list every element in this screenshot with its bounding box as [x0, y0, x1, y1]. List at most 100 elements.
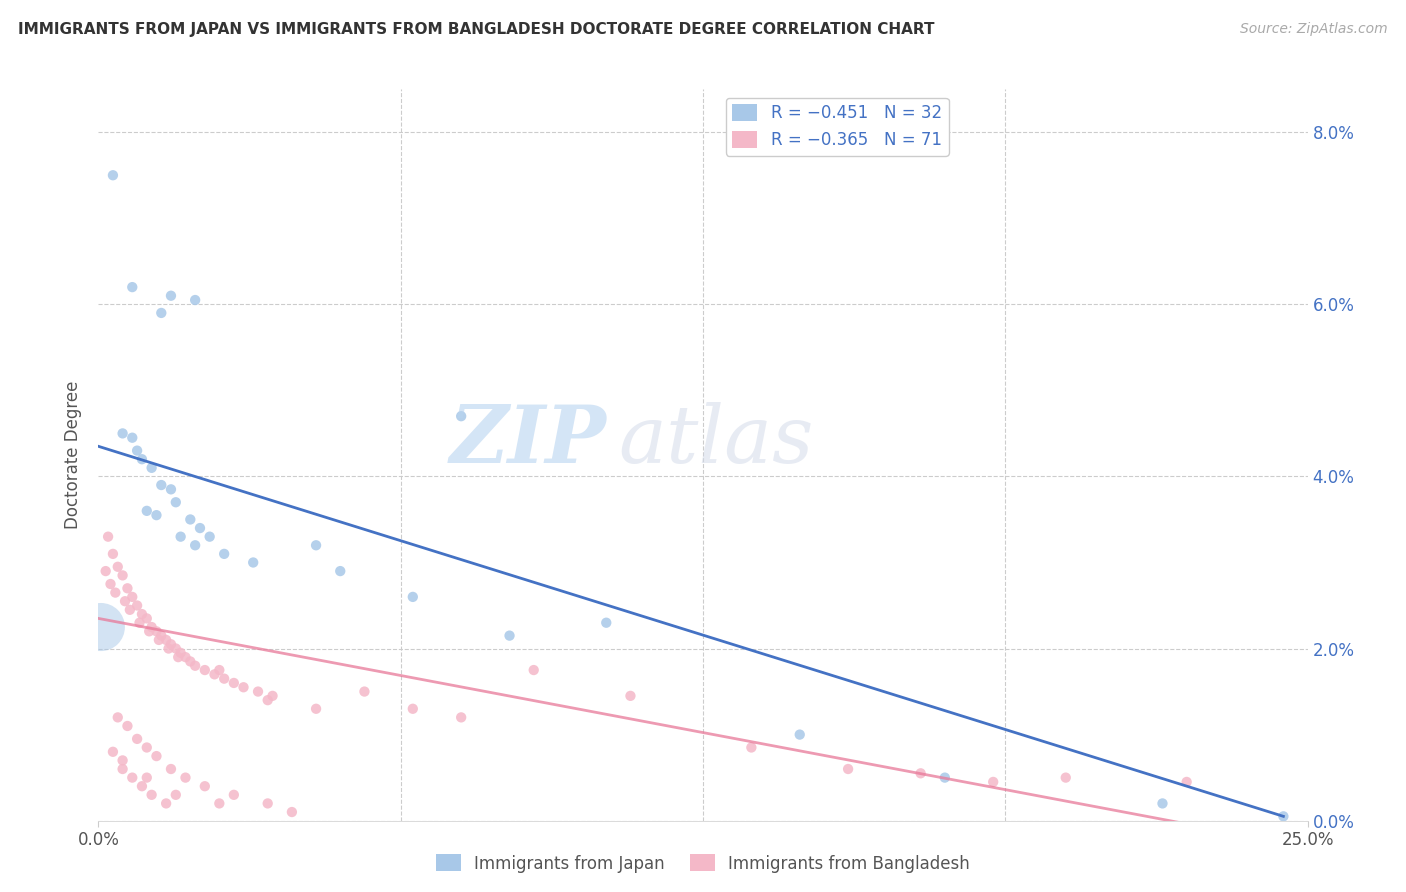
- Point: [208, 663, 231, 677]
- Point: [107, 710, 129, 724]
- Point: [212, 672, 235, 686]
- Point: [179, 512, 201, 526]
- Point: [145, 749, 167, 764]
- Point: [740, 740, 762, 755]
- Point: [145, 508, 167, 523]
- Point: [204, 667, 226, 681]
- Point: [1272, 809, 1295, 823]
- Point: [135, 771, 157, 785]
- Point: [94, 564, 117, 578]
- Legend: Immigrants from Japan, Immigrants from Bangladesh: Immigrants from Japan, Immigrants from B…: [429, 847, 977, 880]
- Point: [910, 766, 932, 780]
- Point: [165, 788, 187, 802]
- Point: [117, 582, 139, 596]
- Point: [97, 530, 120, 544]
- Point: [131, 607, 153, 621]
- Point: [114, 594, 136, 608]
- Point: [155, 632, 177, 647]
- Point: [107, 559, 129, 574]
- Point: [121, 771, 143, 785]
- Point: [619, 689, 641, 703]
- Point: [329, 564, 352, 578]
- Point: [121, 431, 143, 445]
- Point: [111, 762, 134, 776]
- Point: [179, 655, 201, 669]
- Point: [160, 762, 183, 776]
- Point: [198, 530, 221, 544]
- Point: [121, 590, 143, 604]
- Point: [222, 788, 245, 802]
- Point: [174, 650, 197, 665]
- Point: [117, 719, 139, 733]
- Point: [165, 641, 187, 656]
- Point: [789, 728, 811, 742]
- Point: [256, 797, 278, 811]
- Point: [1054, 771, 1077, 785]
- Point: [131, 779, 153, 793]
- Point: [1152, 797, 1174, 811]
- Point: [111, 753, 134, 767]
- Point: [111, 568, 134, 582]
- Point: [121, 280, 143, 294]
- Point: [104, 585, 127, 599]
- Point: [135, 504, 157, 518]
- Point: [141, 620, 163, 634]
- Point: [160, 483, 183, 497]
- Point: [934, 771, 956, 785]
- Point: [135, 740, 157, 755]
- Point: [127, 599, 149, 613]
- Point: [111, 426, 134, 441]
- Point: [127, 731, 149, 746]
- Point: [141, 460, 163, 475]
- Point: [523, 663, 546, 677]
- Point: [169, 530, 191, 544]
- Point: [208, 797, 231, 811]
- Point: [174, 771, 197, 785]
- Point: [981, 775, 1004, 789]
- Point: [141, 788, 163, 802]
- Point: [188, 521, 211, 535]
- Point: [450, 710, 472, 724]
- Point: [498, 629, 520, 643]
- Point: [281, 805, 304, 819]
- Point: [837, 762, 859, 776]
- Point: [100, 577, 122, 591]
- Point: [101, 168, 124, 182]
- Point: [256, 693, 278, 707]
- Point: [232, 680, 254, 694]
- Point: [595, 615, 617, 630]
- Point: [165, 495, 187, 509]
- Point: [127, 443, 149, 458]
- Point: [184, 538, 207, 552]
- Point: [222, 676, 245, 690]
- Point: [402, 590, 425, 604]
- Point: [135, 611, 157, 625]
- Point: [128, 615, 150, 630]
- Point: [194, 663, 217, 677]
- Point: [305, 702, 328, 716]
- Point: [90, 620, 112, 634]
- Point: [155, 797, 177, 811]
- Point: [150, 306, 173, 320]
- Point: [150, 478, 173, 492]
- Point: [101, 547, 124, 561]
- Point: [145, 624, 167, 639]
- Point: [118, 603, 141, 617]
- Y-axis label: Doctorate Degree: Doctorate Degree: [65, 381, 83, 529]
- Text: ZIP: ZIP: [450, 401, 606, 479]
- Point: [247, 684, 270, 698]
- Point: [184, 658, 207, 673]
- Point: [1175, 775, 1198, 789]
- Point: [150, 629, 173, 643]
- Point: [148, 632, 170, 647]
- Point: [160, 289, 183, 303]
- Text: atlas: atlas: [619, 401, 814, 479]
- Point: [402, 702, 425, 716]
- Point: [212, 547, 235, 561]
- Point: [305, 538, 328, 552]
- Point: [353, 684, 375, 698]
- Point: [262, 689, 284, 703]
- Point: [242, 556, 264, 570]
- Point: [450, 409, 472, 424]
- Point: [157, 641, 180, 656]
